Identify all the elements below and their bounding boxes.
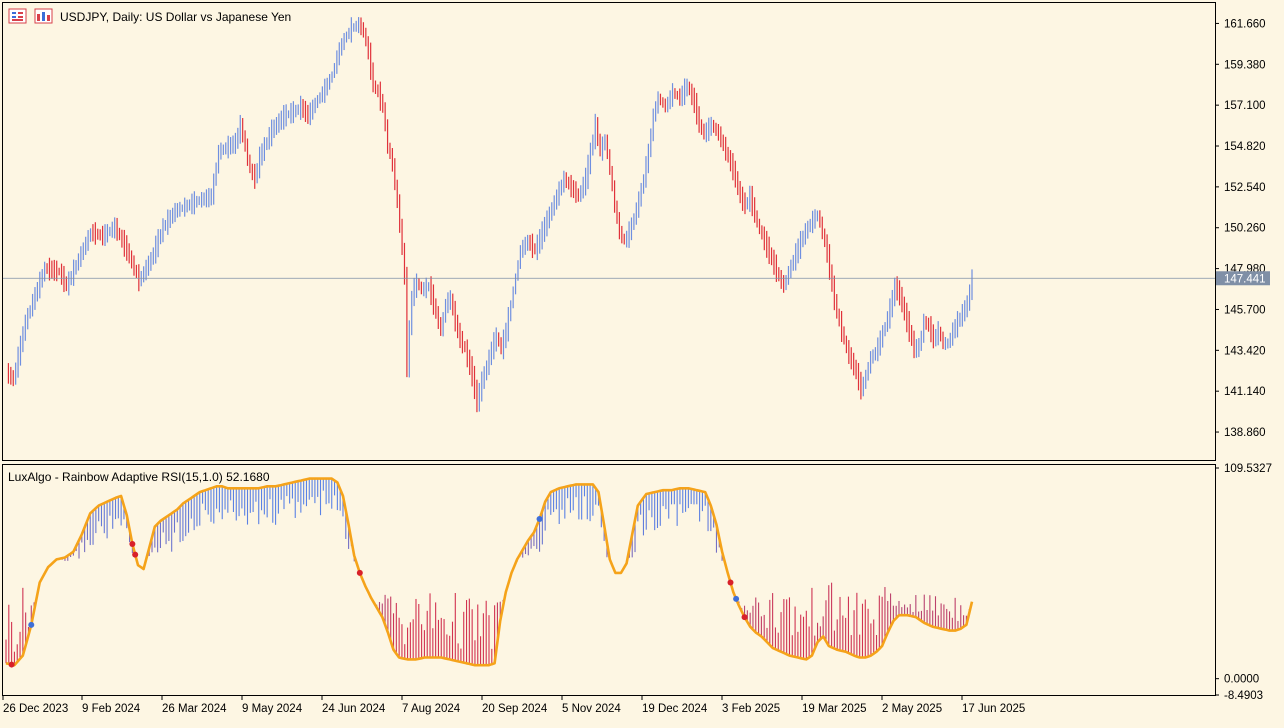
- price-tick-label: 143.420: [1224, 345, 1266, 357]
- price-tick-label: 141.140: [1224, 386, 1266, 398]
- symbol-title: USDJPY, Daily: US Dollar vs Japanese Yen: [60, 10, 291, 24]
- rsi-tick-label: -8.4903: [1224, 690, 1263, 702]
- rsi-signal-dot: [536, 516, 543, 523]
- price-bars: [3, 17, 1215, 413]
- rsi-signal-dot: [741, 614, 748, 621]
- time-tick-label: 17 Jun 2025: [962, 703, 1025, 715]
- chart-window-icon[interactable]: [34, 8, 53, 24]
- rsi-signal-dot: [356, 569, 363, 576]
- price-axis: 161.660 159.380 157.100 154.820 152.540 150.2…: [1215, 18, 1270, 439]
- rsi-signal-dot: [8, 661, 15, 668]
- rsi-histogram: [5, 477, 974, 668]
- rsi-tick-label: 0.0000: [1224, 674, 1259, 686]
- time-tick-label: 5 Nov 2024: [562, 703, 621, 715]
- rsi-signal-dot: [129, 541, 136, 548]
- time-tick-label: 19 Mar 2025: [802, 703, 867, 715]
- price-panel-frame: [2, 2, 1216, 461]
- rsi-signal-dot: [28, 621, 35, 628]
- rsi-tick-label: 109.5327: [1224, 463, 1272, 475]
- rsi-axis: 109.5327 0.0000 -8.4903: [1215, 463, 1272, 702]
- indicator-panel-frame: [2, 464, 1216, 696]
- rsi-signal-dot: [733, 595, 740, 602]
- rsi-signal-dot: [132, 551, 139, 558]
- time-tick-label: 19 Dec 2024: [642, 703, 708, 715]
- price-tick-label: 152.540: [1224, 182, 1266, 194]
- price-tick-label: 159.380: [1224, 59, 1266, 71]
- time-tick-label: 9 May 2024: [242, 703, 303, 715]
- price-tick-label: 145.700: [1224, 304, 1266, 316]
- time-axis: 26 Dec 2023 9 Feb 2024 26 Mar 2024 9 May 20…: [2, 696, 1025, 715]
- price-tick-label: 154.820: [1224, 141, 1266, 153]
- time-tick-label: 3 Feb 2025: [722, 703, 780, 715]
- rsi-line: [5, 477, 974, 667]
- current-price-tag: [1216, 271, 1270, 286]
- bars-list-icon[interactable]: [8, 8, 27, 24]
- time-tick-label: 9 Feb 2024: [82, 703, 141, 715]
- time-tick-label: 24 Jun 2024: [322, 703, 386, 715]
- price-tick-label: 138.860: [1224, 427, 1266, 439]
- current-price-label: 147.441: [1224, 273, 1266, 285]
- indicator-title: LuxAlgo - Rainbow Adaptive RSI(15,1.0) 5…: [8, 470, 270, 484]
- time-tick-label: 2 May 2025: [882, 703, 942, 715]
- rsi-signal-dot: [727, 579, 734, 586]
- time-tick-label: 26 Dec 2023: [3, 703, 68, 715]
- time-tick-label: 20 Sep 2024: [482, 703, 548, 715]
- time-tick-label: 26 Mar 2024: [162, 703, 227, 715]
- price-tick-label: 150.260: [1224, 223, 1266, 235]
- price-tick-label: 161.660: [1224, 18, 1266, 30]
- price-tick-label: 157.100: [1224, 100, 1266, 112]
- time-tick-label: 7 Aug 2024: [402, 703, 461, 715]
